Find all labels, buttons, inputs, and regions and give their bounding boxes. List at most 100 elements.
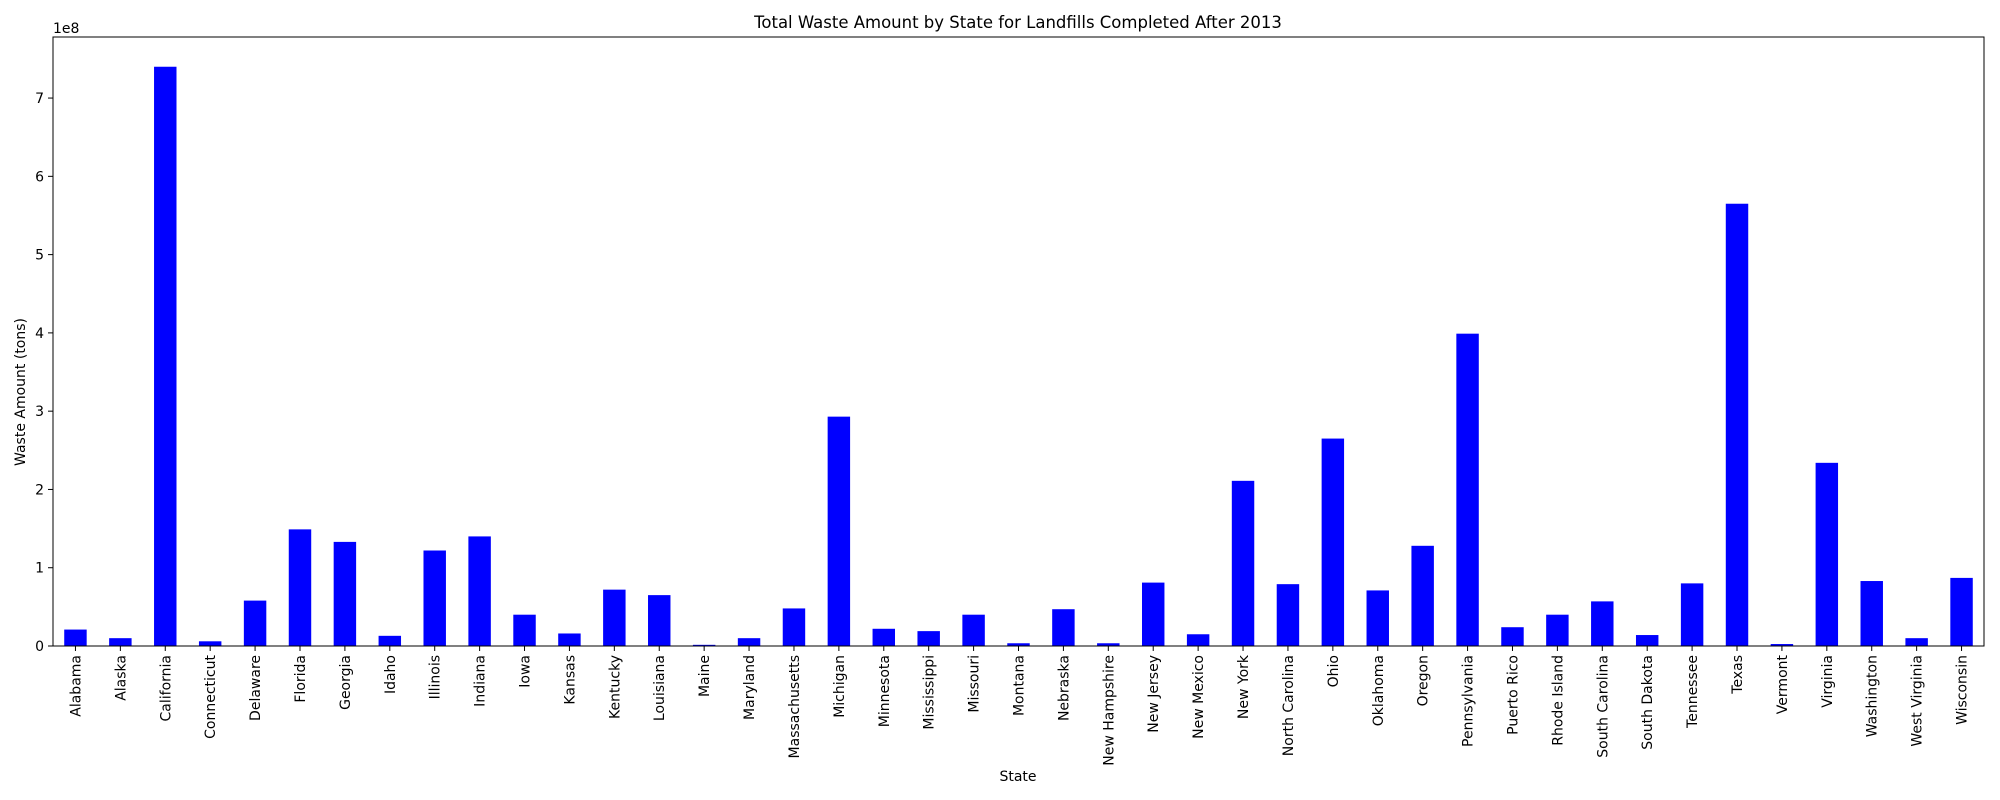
bar (1097, 643, 1120, 646)
bar (378, 635, 402, 646)
bar (154, 66, 177, 647)
y-axis: 0 1 2 3 4 5 6 7 (35, 91, 53, 655)
x-tick-label: Indiana (473, 655, 489, 707)
bar (288, 529, 312, 646)
x-tick-label: Alabama (68, 655, 84, 717)
x-tick-label: Idaho (383, 655, 399, 694)
x-tick-label: Missouri (967, 655, 983, 713)
x-tick-label: Puerto Rico (1505, 655, 1521, 735)
x-axis: Alabama Alaska California Connecticut Delawa… (68, 646, 1971, 766)
bar (1231, 480, 1255, 646)
bar (243, 600, 267, 646)
bar (558, 633, 581, 646)
x-tick-label: Pennsylvania (1461, 655, 1477, 747)
bar (468, 536, 491, 646)
x-tick-label: Oregon (1416, 655, 1432, 706)
bars-group (64, 66, 1973, 647)
x-tick-label: Montana (1012, 655, 1028, 716)
y-axis-title: Waste Amount (tons) (13, 318, 29, 466)
bar (1411, 545, 1434, 646)
x-tick-label: Louisiana (652, 655, 668, 721)
bar (1860, 581, 1883, 646)
x-tick-label: Alaska (113, 655, 129, 701)
bar (827, 416, 851, 646)
bar (1501, 627, 1524, 646)
x-tick-label: Washington (1865, 655, 1881, 737)
x-tick-label: Maryland (742, 655, 758, 720)
bar (513, 614, 536, 646)
y-axis-offset-label: 1e8 (53, 21, 79, 37)
bar (917, 631, 940, 646)
bar (1007, 643, 1030, 646)
x-tick-label: Connecticut (203, 654, 219, 738)
x-tick-label: Ohio (1326, 655, 1342, 687)
bar (1770, 644, 1794, 646)
x-tick-label: New York (1236, 654, 1252, 719)
bar (333, 541, 357, 646)
bar (1591, 601, 1614, 646)
x-tick-label: Michigan (832, 655, 848, 718)
x-tick-label: Delaware (248, 655, 264, 721)
x-tick-label: Mississippi (922, 655, 938, 730)
bar (648, 595, 671, 646)
x-tick-label: Massachusetts (787, 655, 803, 758)
x-tick-label: Wisconsin (1955, 655, 1971, 725)
bar (1366, 590, 1389, 646)
x-tick-label: Florida (293, 655, 309, 703)
x-tick-label: Virginia (1820, 655, 1836, 708)
chart-title: Total Waste Amount by State for Landfill… (753, 13, 1282, 32)
x-axis-title: State (999, 769, 1036, 785)
bar (198, 641, 222, 646)
bar (1276, 584, 1300, 646)
x-tick-label: Vermont (1775, 654, 1791, 714)
x-tick-label: West Virginia (1910, 655, 1926, 747)
y-tick-label: 3 (35, 404, 44, 420)
x-tick-label: Kentucky (607, 655, 623, 719)
y-tick-label: 1 (35, 561, 44, 577)
y-tick-label: 4 (35, 326, 44, 342)
bar (782, 608, 806, 646)
bar (109, 638, 132, 646)
bar (1321, 438, 1345, 646)
bar (603, 589, 626, 646)
y-tick-label: 0 (35, 639, 44, 655)
x-tick-label: New Mexico (1191, 655, 1207, 739)
x-tick-label: Tennessee (1685, 655, 1701, 729)
x-tick-label: North Carolina (1281, 655, 1297, 756)
plot-frame (52, 36, 1985, 647)
x-tick-label: Rhode Island (1550, 655, 1566, 746)
x-tick-label: New Hampshire (1101, 655, 1117, 766)
bar (1546, 614, 1569, 646)
x-tick-label: Illinois (428, 655, 444, 699)
y-tick-label: 2 (35, 482, 44, 498)
x-tick-label: New Jersey (1146, 655, 1162, 733)
bar (1680, 583, 1704, 646)
y-tick-label: 5 (35, 248, 44, 264)
x-tick-label: Georgia (338, 655, 354, 710)
x-tick-label: Oklahoma (1371, 655, 1387, 726)
bar (1905, 638, 1928, 646)
y-tick-label: 6 (35, 169, 44, 185)
x-tick-label: Texas (1730, 655, 1746, 695)
x-tick-label: Kansas (562, 655, 578, 705)
bar (1186, 634, 1210, 646)
bar (1815, 462, 1839, 646)
bar (1635, 635, 1659, 646)
bar (692, 644, 716, 646)
bar (1456, 333, 1479, 646)
bar (872, 628, 896, 646)
bar (64, 629, 87, 646)
x-tick-label: South Carolina (1595, 655, 1611, 758)
bar (737, 638, 761, 646)
bar (1141, 582, 1165, 646)
bar (1725, 203, 1749, 646)
bar (1052, 609, 1075, 646)
bar (962, 614, 985, 646)
bar (423, 550, 446, 646)
x-tick-label: Iowa (518, 655, 534, 688)
x-tick-label: Maine (697, 655, 713, 697)
y-tick-label: 7 (35, 91, 44, 107)
x-tick-label: South Dakota (1640, 655, 1656, 750)
